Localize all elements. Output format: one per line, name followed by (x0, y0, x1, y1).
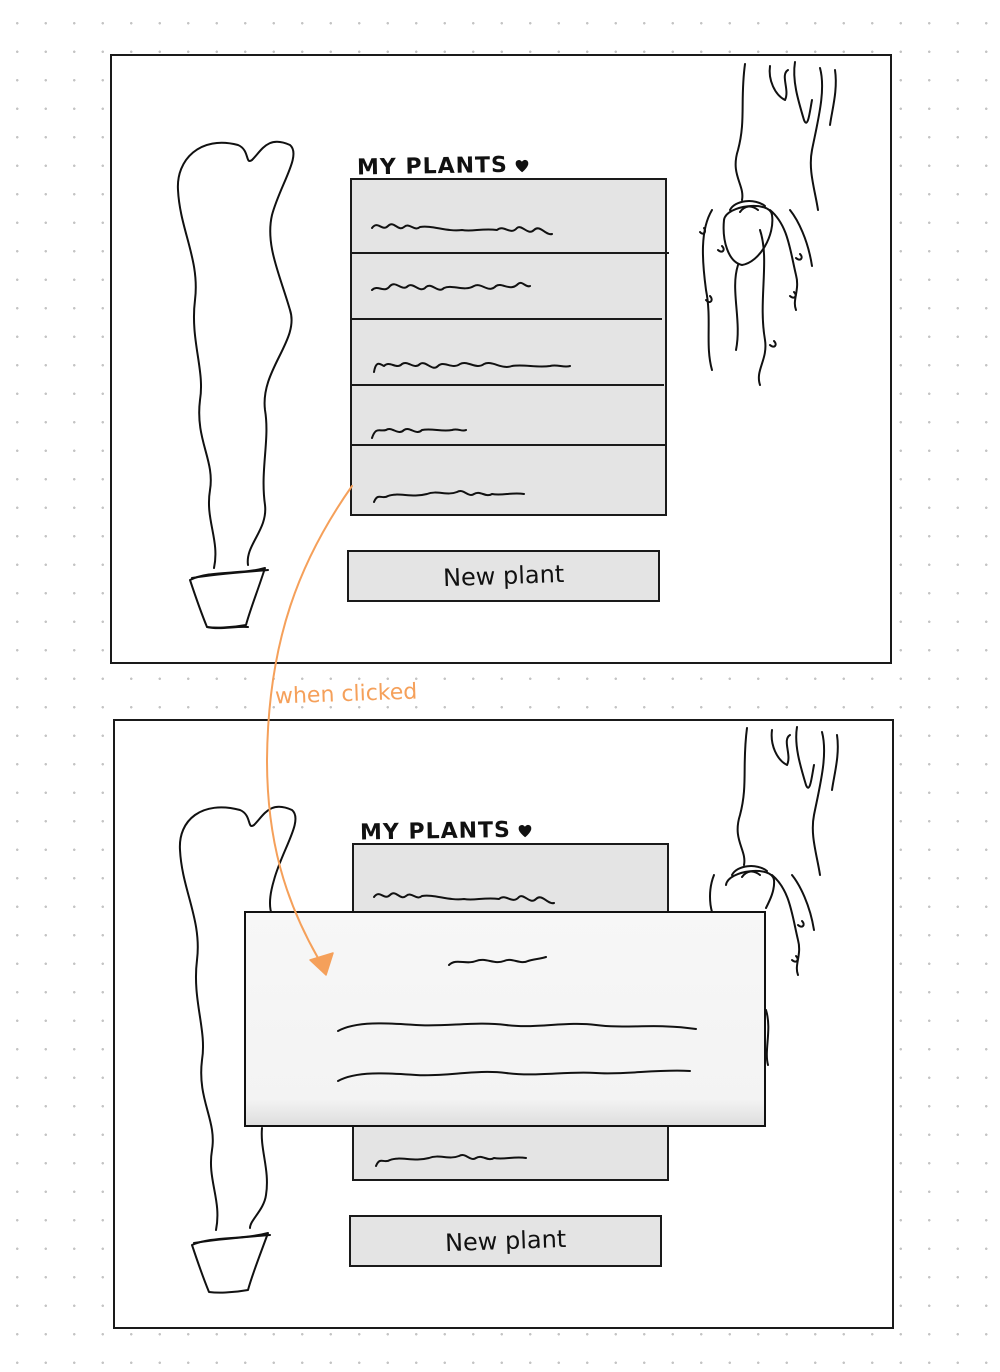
placeholder-text-line (371, 281, 531, 291)
plant-detail-modal[interactable] (244, 911, 766, 1127)
placeholder-text-line (373, 362, 571, 373)
heart-icon (515, 159, 529, 172)
new-plant-button[interactable]: New plant (347, 550, 660, 602)
page-title: MY PLANTS (357, 152, 530, 181)
list-item[interactable] (352, 254, 665, 318)
placeholder-text-line (371, 428, 467, 439)
placeholder-text-line (373, 490, 525, 503)
list-item[interactable] (352, 446, 665, 516)
plants-list (352, 1120, 669, 1181)
placeholder-text-line (375, 1154, 527, 1167)
placeholder-text-line (373, 892, 555, 905)
list-divider (352, 318, 662, 320)
plants-list (352, 843, 669, 919)
list-divider (352, 252, 669, 254)
list-item[interactable] (354, 845, 667, 917)
page-title: MY PLANTS (360, 817, 533, 846)
heart-icon (518, 824, 532, 837)
new-plant-button[interactable]: New plant (349, 1215, 662, 1267)
list-item[interactable] (354, 1122, 667, 1180)
placeholder-text-line (371, 223, 553, 236)
annotation-label: when clicked (274, 679, 418, 710)
list-item[interactable] (352, 180, 665, 252)
placeholder-heading-line (337, 956, 697, 1082)
list-divider (352, 384, 664, 386)
list-item[interactable] (352, 320, 665, 384)
list-divider (352, 444, 666, 446)
list-item[interactable] (352, 386, 665, 444)
plants-list (350, 178, 669, 516)
